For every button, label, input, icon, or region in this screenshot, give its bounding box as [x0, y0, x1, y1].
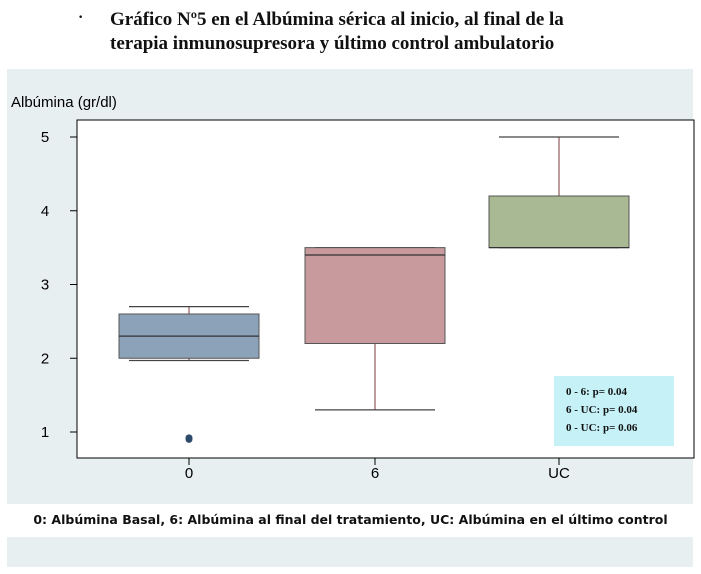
boxes	[118, 136, 630, 443]
title-bullet: ·	[78, 9, 84, 26]
y-tick-label: 2	[41, 350, 49, 367]
title-line-1: Gráfico Nº5 en el Albúmina sérica al ini…	[110, 9, 564, 30]
outlier-point	[185, 434, 193, 442]
box-0	[118, 306, 260, 443]
y-tick-label: 3	[41, 277, 49, 294]
y-axis-label: Albúmina (gr/dl)	[11, 94, 117, 111]
stat-0-6: 0 - 6: p= 0.04	[566, 386, 627, 398]
stat-0-uc: 0 - UC: p= 0.06	[566, 422, 638, 434]
box-6	[304, 247, 446, 411]
y-tick-label: 5	[41, 129, 49, 146]
x-axis: 0 6 UC	[185, 458, 570, 482]
stat-6-uc: 6 - UC: p= 0.04	[566, 404, 638, 416]
title-line-2: terapia inmunosupresora y último control…	[110, 33, 555, 54]
bottom-panel	[7, 537, 693, 567]
x-tick-label: 0	[185, 465, 193, 482]
y-tick-label: 1	[41, 424, 49, 441]
y-tick-label: 4	[41, 203, 49, 220]
x-tick-label: UC	[548, 465, 570, 482]
x-tick-label: 6	[371, 465, 379, 482]
stats-box: 0 - 6: p= 0.04 6 - UC: p= 0.04 0 - UC: p…	[554, 376, 674, 446]
iqr-box	[304, 247, 446, 344]
iqr-box	[488, 195, 630, 249]
chart-caption: 0: Albúmina Basal, 6: Albúmina al final …	[33, 512, 668, 527]
box-UC	[488, 136, 630, 249]
y-axis: 1 2 3 4 5	[41, 129, 77, 441]
